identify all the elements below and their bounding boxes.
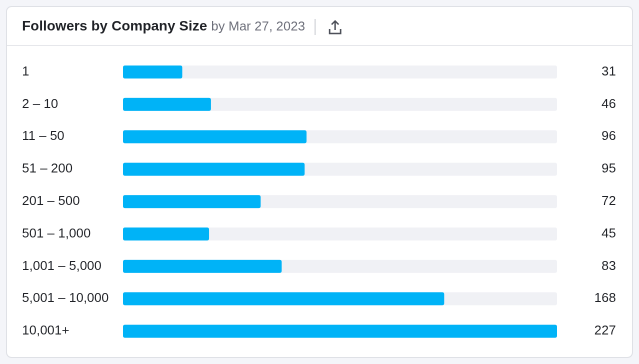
bar-track	[123, 227, 557, 241]
value-label: 227	[594, 323, 616, 338]
bar	[123, 259, 282, 273]
category-label: 10,001+	[22, 323, 69, 338]
value-label: 83	[602, 258, 616, 273]
category-label: 501 – 1,000	[22, 225, 91, 240]
value-label: 72	[602, 193, 616, 208]
export-button[interactable]	[328, 19, 342, 35]
export-icon[interactable]	[328, 19, 342, 35]
category-label: 1	[22, 63, 29, 78]
category-label: 1,001 – 5,000	[22, 258, 102, 273]
value-label: 95	[602, 161, 616, 176]
widget-title: Followers by Company Size	[22, 18, 207, 34]
bar	[123, 292, 445, 306]
category-label: 51 – 200	[22, 161, 73, 176]
value-label: 45	[602, 225, 616, 240]
value-label: 96	[602, 128, 616, 143]
bar	[123, 195, 261, 209]
bar	[123, 162, 305, 176]
category-label: 11 – 50	[22, 128, 64, 143]
bar	[123, 130, 307, 144]
bar-track	[123, 65, 557, 79]
value-label: 31	[602, 63, 616, 78]
category-label: 201 – 500	[22, 193, 80, 208]
widget-subtitle: by Mar 27, 2023	[211, 18, 305, 33]
bar	[123, 324, 557, 338]
bar	[123, 227, 210, 241]
value-label: 168	[594, 290, 616, 305]
bar	[123, 97, 211, 111]
value-label: 46	[602, 96, 616, 111]
category-label: 5,001 – 10,000	[22, 290, 109, 305]
bar-track	[123, 97, 557, 111]
bar	[123, 65, 183, 79]
category-label: 2 – 10	[22, 96, 58, 111]
